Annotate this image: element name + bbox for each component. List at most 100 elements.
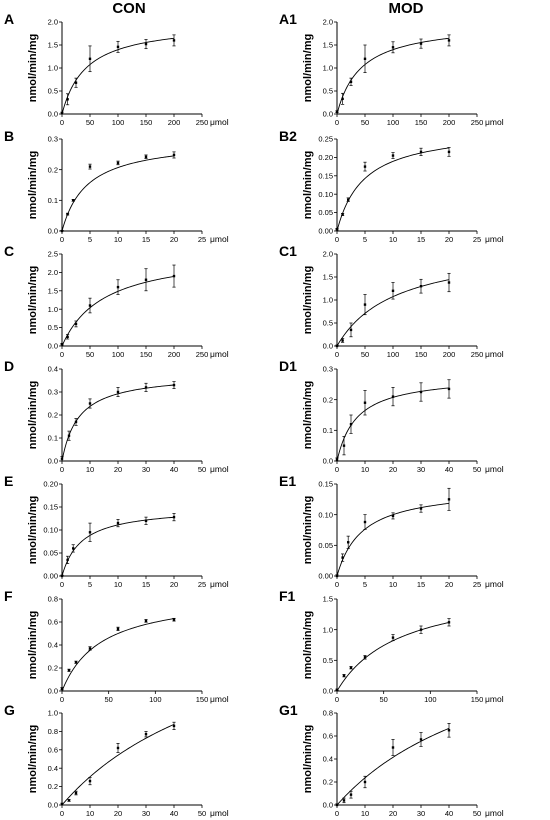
data-point <box>335 110 339 113</box>
data-point <box>67 669 71 672</box>
x-axis-unit-label: μmol <box>485 579 504 589</box>
x-tick-label: 100 <box>112 350 125 359</box>
x-tick-label: 150 <box>140 350 153 359</box>
y-tick-label: 0.0 <box>48 227 58 236</box>
data-point <box>88 402 92 405</box>
x-tick-label: 0 <box>335 118 339 127</box>
x-tick-label: 250 <box>471 350 484 359</box>
x-tick-label: 250 <box>471 118 484 127</box>
data-point <box>66 335 69 338</box>
y-axis-label: nmol/min/mg <box>302 34 314 102</box>
x-tick-label: 250 <box>196 350 209 359</box>
x-tick-label: 50 <box>86 118 94 127</box>
x-tick-label: 100 <box>149 695 162 704</box>
x-tick-label: 10 <box>86 809 94 818</box>
data-point <box>363 165 367 168</box>
x-tick-label: 50 <box>361 350 369 359</box>
x-tick-label: 15 <box>417 235 425 244</box>
y-tick-label: 0.0 <box>48 342 58 351</box>
y-tick-label: 2.0 <box>48 268 58 277</box>
data-point <box>419 390 423 394</box>
x-tick-label: 30 <box>142 809 150 818</box>
data-point <box>342 444 346 447</box>
x-tick-label: 0 <box>60 809 64 818</box>
data-point <box>342 674 346 677</box>
y-tick-label: 0.3 <box>48 388 58 397</box>
data-point <box>66 558 69 562</box>
x-tick-label: 30 <box>142 465 150 474</box>
x-tick-label: 5 <box>88 235 92 244</box>
data-point <box>391 395 395 398</box>
data-point <box>341 213 344 216</box>
x-tick-label: 20 <box>445 580 453 589</box>
data-point <box>349 328 353 332</box>
x-tick-label: 20 <box>170 235 178 244</box>
data-point <box>363 520 367 524</box>
x-tick-label: 25 <box>198 580 206 589</box>
x-tick-label: 50 <box>473 465 481 474</box>
y-tick-label: 0.6 <box>48 618 58 627</box>
x-tick-label: 150 <box>196 695 209 704</box>
data-point <box>172 39 176 42</box>
y-tick-label: 0.25 <box>318 135 333 144</box>
y-tick-label: 0.4 <box>48 365 58 374</box>
y-tick-label: 2.0 <box>48 18 58 27</box>
y-tick-label: 0.4 <box>48 764 58 773</box>
data-point <box>67 434 71 437</box>
data-point <box>391 289 395 292</box>
data-point <box>88 304 92 307</box>
x-axis-unit-label: μmol <box>210 117 229 127</box>
data-point <box>116 45 120 49</box>
y-tick-label: 1.0 <box>48 305 58 314</box>
data-point <box>116 161 120 165</box>
x-axis-unit-label: μmol <box>210 234 229 244</box>
y-tick-label: 0.1 <box>323 426 333 435</box>
data-point <box>447 729 451 732</box>
x-tick-label: 50 <box>473 809 481 818</box>
y-axis-label: nmol/min/mg <box>302 266 314 334</box>
y-axis-label: nmol/min/mg <box>302 725 314 793</box>
panel-g1: G1 nmol/min/mg 0.0 0.2 0.4 0.6 0.8 0 10 20 30 40 50 μ… <box>279 702 504 818</box>
y-tick-label: 0.0 <box>48 687 58 696</box>
panel-letter: B <box>4 128 14 144</box>
x-tick-label: 0 <box>60 580 64 589</box>
panel-letter: G1 <box>279 702 298 718</box>
data-point <box>67 799 71 802</box>
y-tick-label: 1.0 <box>48 709 58 718</box>
x-tick-label: 0 <box>335 695 339 704</box>
x-tick-label: 15 <box>142 580 150 589</box>
y-tick-label: 0.0 <box>323 687 333 696</box>
data-point <box>88 779 92 783</box>
panel-letter: A1 <box>279 11 297 27</box>
x-tick-label: 50 <box>86 350 94 359</box>
y-tick-label: 0.10 <box>318 510 333 519</box>
data-point <box>447 498 451 501</box>
data-point <box>363 57 367 60</box>
x-tick-label: 20 <box>445 235 453 244</box>
con-column-title: CON <box>112 0 145 17</box>
y-tick-label: 0.5 <box>323 319 333 328</box>
data-point <box>60 687 64 690</box>
data-point <box>391 46 395 49</box>
y-tick-label: 0.15 <box>318 480 333 489</box>
data-point <box>341 97 344 101</box>
x-tick-label: 0 <box>60 465 64 474</box>
data-point <box>341 556 344 559</box>
x-tick-label: 10 <box>361 809 369 818</box>
fit-curve <box>336 622 450 692</box>
y-tick-label: 0.2 <box>48 165 58 174</box>
panel-e1: E1 nmol/min/mg 0.00 0.05 0.10 0.15 0 5 10 15 20 25 μ… <box>279 473 504 589</box>
x-tick-label: 150 <box>415 350 428 359</box>
x-tick-label: 25 <box>473 235 481 244</box>
y-tick-label: 0.10 <box>318 190 333 199</box>
y-tick-label: 0.3 <box>48 135 58 144</box>
y-tick-label: 1.5 <box>323 41 333 50</box>
data-point <box>72 199 75 202</box>
data-point <box>363 303 367 306</box>
x-tick-label: 20 <box>170 580 178 589</box>
y-tick-label: 0.2 <box>323 778 333 787</box>
